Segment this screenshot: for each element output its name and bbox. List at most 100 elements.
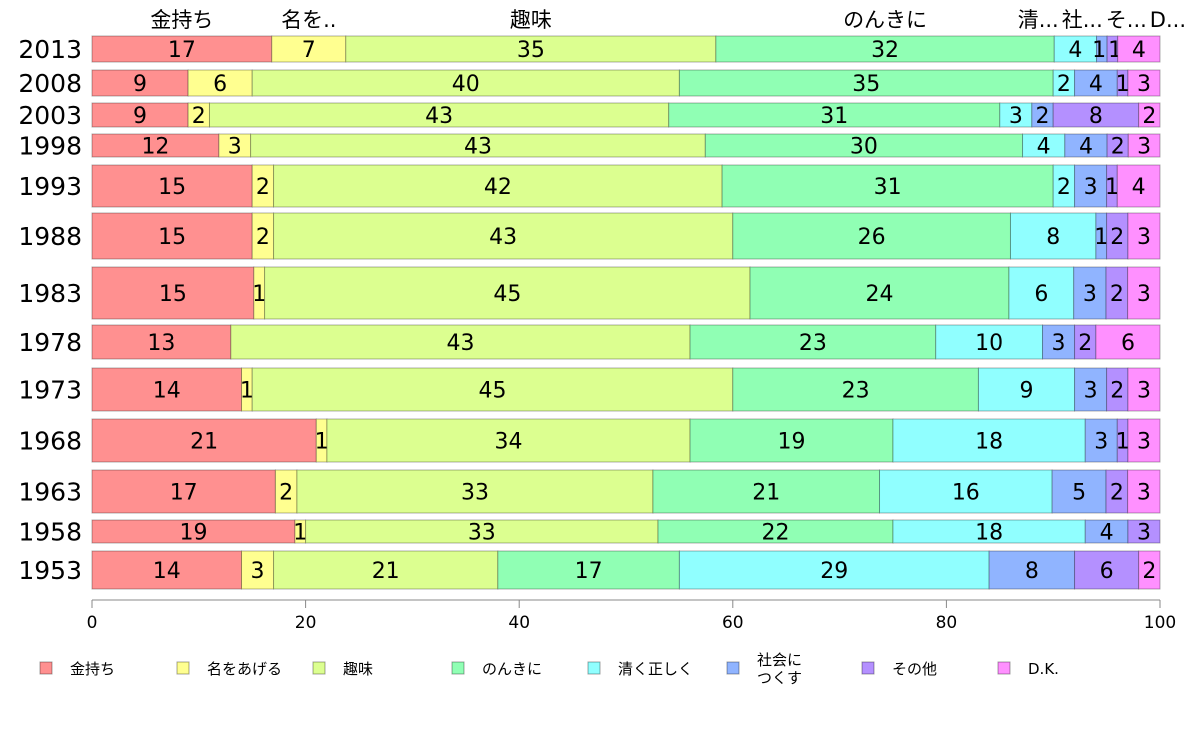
bar-value-label: 2 xyxy=(1110,481,1124,506)
bar-value-label: 12 xyxy=(141,135,169,160)
bar-value-label: 2 xyxy=(1078,331,1092,356)
bar-value-label: 14 xyxy=(153,379,181,404)
bar-value-label: 1 xyxy=(1116,72,1130,97)
bar-value-label: 2 xyxy=(1110,379,1124,404)
bar-value-label: 19 xyxy=(778,430,806,455)
legend-label: 社会につくす xyxy=(757,651,802,687)
bar-segment xyxy=(91,550,243,590)
year-label: 1968 xyxy=(18,427,82,456)
bar-segment xyxy=(1138,550,1161,590)
bar-segment xyxy=(732,367,979,412)
year-label: 1963 xyxy=(18,478,82,507)
bar-segment xyxy=(678,550,990,590)
legend-label: 趣味 xyxy=(343,660,373,678)
legend-swatch xyxy=(587,661,601,675)
bar-value-label: 8 xyxy=(1025,559,1039,584)
bar-value-label: 15 xyxy=(158,225,186,250)
bar-value-label: 15 xyxy=(158,175,186,200)
legend-label: その他 xyxy=(892,660,937,678)
bar-segment xyxy=(251,69,680,97)
bar-value-label: 35 xyxy=(852,72,880,97)
bar-segment xyxy=(91,266,255,320)
bar-segment xyxy=(1052,102,1140,128)
bar-value-label: 3 xyxy=(1137,481,1151,506)
bar-value-label: 45 xyxy=(479,379,507,404)
bar-value-label: 3 xyxy=(1137,135,1151,160)
bar-segment xyxy=(326,418,691,463)
bar-segment xyxy=(91,469,276,514)
bar-value-label: 3 xyxy=(228,135,242,160)
x-tick-label: 60 xyxy=(722,613,744,633)
bar-segment xyxy=(91,324,232,360)
top-category-label: 金持ち xyxy=(150,8,213,32)
legend-label: のんきに xyxy=(482,660,542,678)
bar-value-label: 2 xyxy=(256,175,270,200)
bar-value-label: 7 xyxy=(302,38,316,63)
bar-segment xyxy=(271,35,347,63)
bar-segment xyxy=(732,212,1011,260)
bar-value-label: 2 xyxy=(1110,282,1124,307)
bar-segment xyxy=(273,550,499,590)
bar-value-label: 4 xyxy=(1132,175,1146,200)
bar-value-label: 13 xyxy=(147,331,175,356)
bar-segment xyxy=(1073,266,1107,320)
top-category-label: 社... xyxy=(1062,8,1103,32)
legend-swatch xyxy=(726,661,740,675)
bar-value-label: 21 xyxy=(752,481,780,506)
bar-value-label: 43 xyxy=(446,331,474,356)
bar-value-label: 18 xyxy=(975,521,1003,546)
bar-segment xyxy=(230,324,691,360)
bar-segment xyxy=(91,367,243,412)
bar-value-label: 3 xyxy=(1052,331,1066,356)
bar-segment xyxy=(977,367,1076,412)
bar-segment xyxy=(721,164,1054,208)
bar-value-label: 6 xyxy=(1121,331,1135,356)
top-category-label: そ... xyxy=(1106,8,1147,32)
bar-segment xyxy=(1009,212,1097,260)
bar-value-label: 35 xyxy=(517,38,545,63)
bar-segment xyxy=(1127,266,1161,320)
bar-segment xyxy=(91,102,189,128)
bar-segment xyxy=(652,469,881,514)
bar-segment xyxy=(91,35,273,63)
bar-value-label: 1 xyxy=(315,430,329,455)
legend-swatch xyxy=(312,661,326,675)
bar-value-label: 2 xyxy=(1110,225,1124,250)
bar-value-label: 1 xyxy=(1105,175,1119,200)
bar-value-label: 3 xyxy=(1137,521,1151,546)
bar-segment xyxy=(1127,133,1161,158)
bar-segment xyxy=(1008,266,1075,320)
bar-segment xyxy=(1084,418,1118,463)
bar-value-label: 17 xyxy=(168,38,196,63)
bar-value-label: 4 xyxy=(1132,38,1146,63)
year-label: 1983 xyxy=(18,279,82,308)
bar-segment xyxy=(749,266,1010,320)
year-label: 1973 xyxy=(18,376,82,405)
bar-value-label: 1 xyxy=(293,521,307,546)
bar-value-label: 3 xyxy=(251,559,265,584)
bar-segment xyxy=(91,519,296,544)
top-category-label: 趣味 xyxy=(510,8,552,32)
bar-value-label: 15 xyxy=(159,282,187,307)
legend-swatch xyxy=(861,661,875,675)
bar-value-label: 3 xyxy=(1137,379,1151,404)
bar-segment xyxy=(1106,35,1119,63)
bar-value-label: 40 xyxy=(452,72,480,97)
bar-segment xyxy=(264,266,751,320)
bar-segment xyxy=(1074,367,1108,412)
bar-value-label: 3 xyxy=(1094,430,1108,455)
bar-value-label: 16 xyxy=(952,481,980,506)
bar-value-label: 3 xyxy=(1137,282,1151,307)
bar-value-label: 1 xyxy=(252,282,266,307)
bar-value-label: 2 xyxy=(1036,104,1050,129)
bar-value-label: 3 xyxy=(1137,225,1151,250)
bar-segment xyxy=(273,212,734,260)
bar-segment xyxy=(241,550,275,590)
bar-value-label: 2 xyxy=(1057,175,1071,200)
year-label: 1988 xyxy=(18,222,82,251)
bar-value-label: 23 xyxy=(842,379,870,404)
bar-value-label: 29 xyxy=(820,559,848,584)
bar-value-label: 4 xyxy=(1100,521,1114,546)
legend-swatch xyxy=(39,661,53,675)
bar-segment xyxy=(1052,164,1076,208)
